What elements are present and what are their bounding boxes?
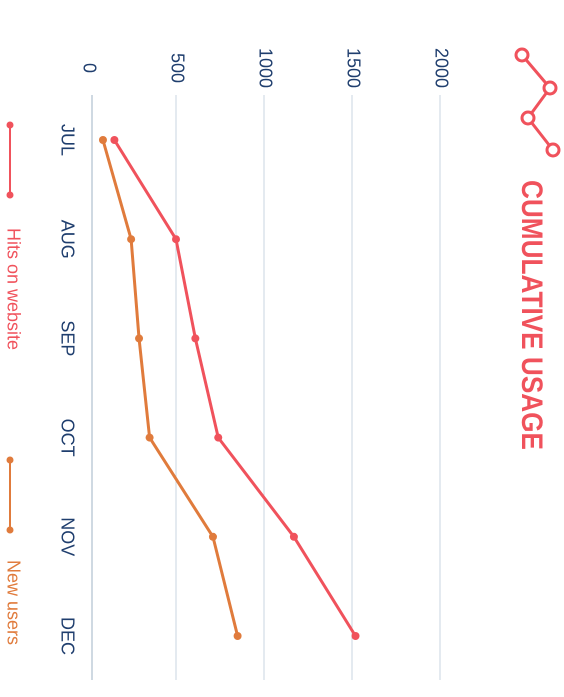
data-point: [351, 632, 360, 640]
data-point: [289, 532, 298, 541]
y-tick-label: 0: [79, 63, 99, 73]
data-point: [191, 334, 200, 343]
y-tick-label: 1000: [255, 48, 275, 88]
chart-title: CUMULATIVE USAGE: [515, 180, 548, 450]
series-line: [101, 139, 240, 637]
data-point: [98, 136, 107, 144]
y-tick-label: 500: [167, 53, 187, 83]
x-tick-label: JUL: [57, 124, 77, 156]
legend-marker: [6, 121, 14, 129]
series-line: [113, 139, 357, 637]
data-point: [145, 433, 154, 442]
x-tick-label: SEP: [57, 320, 77, 356]
title-icon: [514, 47, 561, 158]
legend-marker: [6, 526, 14, 534]
data-point: [110, 136, 119, 144]
y-tick-label: 2000: [431, 48, 451, 88]
x-tick-label: NOV: [57, 517, 77, 556]
data-point: [208, 532, 217, 541]
data-point: [172, 235, 180, 244]
x-tick-label: AUG: [57, 220, 77, 259]
y-tick-label: 1500: [343, 48, 363, 88]
legend-label: New users: [3, 560, 23, 645]
data-point: [233, 632, 242, 640]
legend-marker: [6, 191, 14, 199]
data-point: [127, 235, 136, 244]
data-point: [135, 334, 144, 343]
legend-label: Hits on website: [3, 228, 23, 350]
legend-marker: [6, 456, 14, 464]
x-tick-label: OCT: [57, 419, 77, 457]
x-tick-label: DEC: [57, 617, 77, 655]
data-point: [214, 433, 223, 442]
